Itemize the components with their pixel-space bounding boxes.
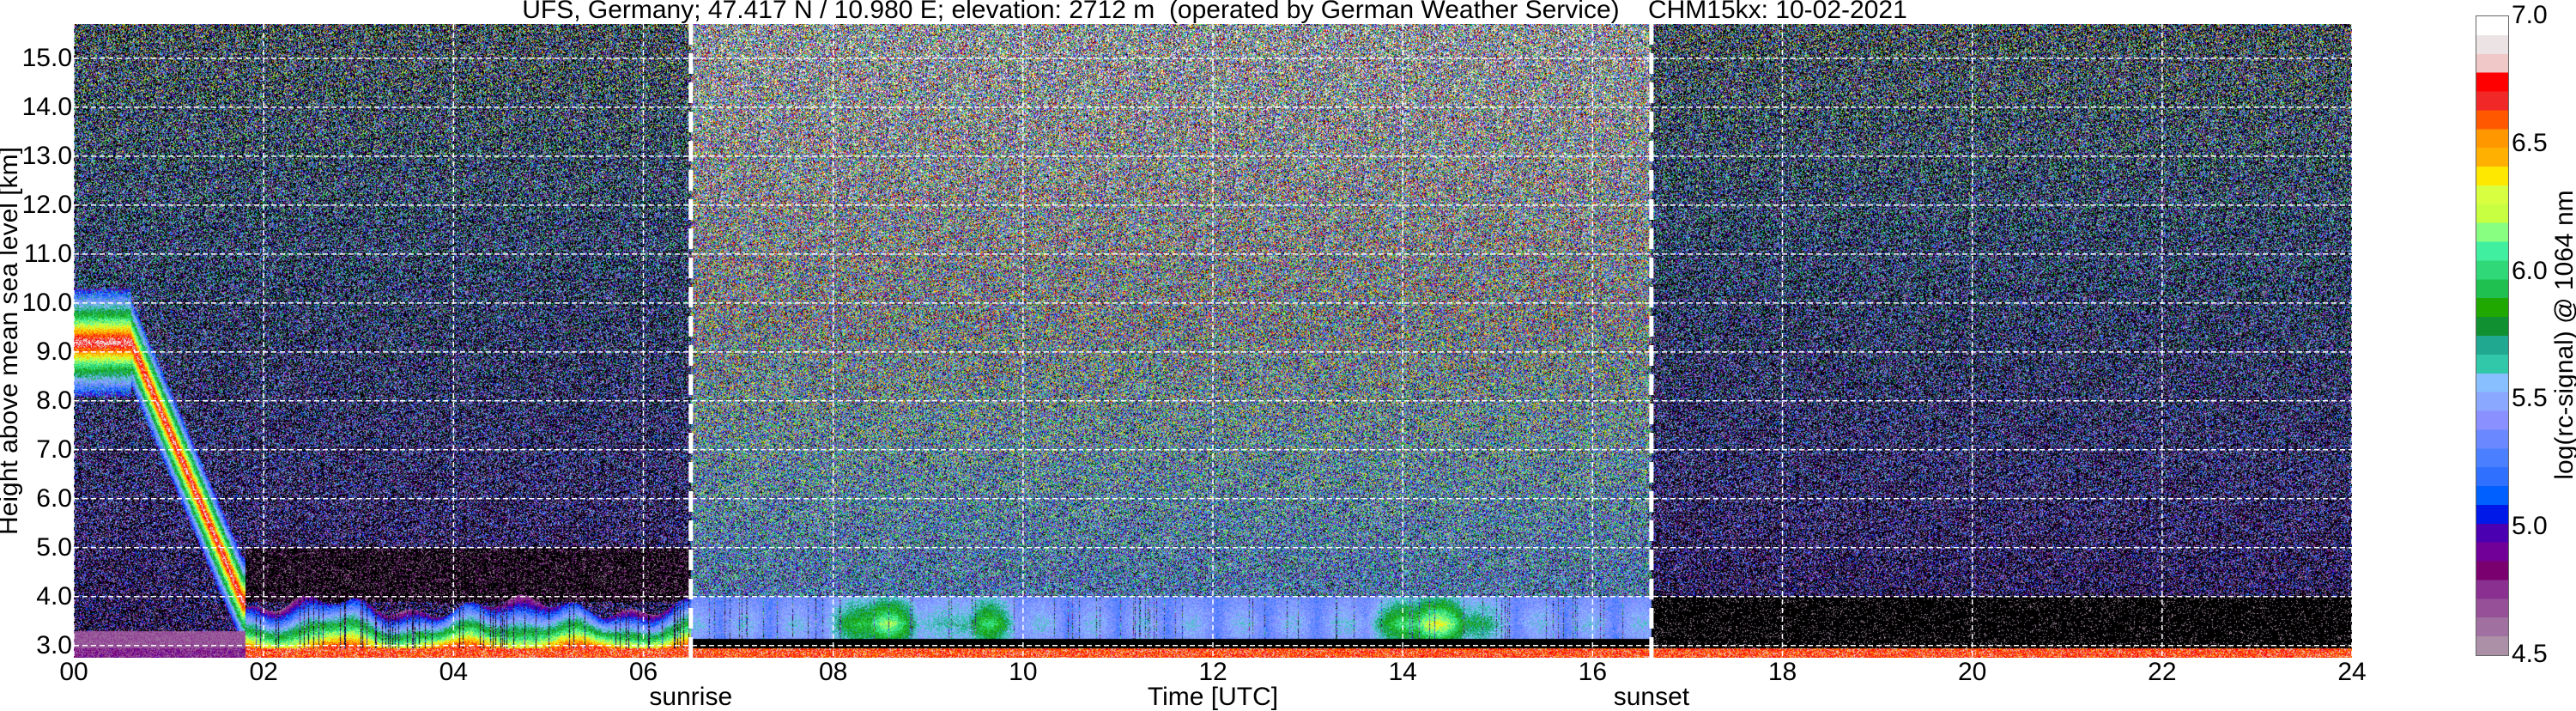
x-tick-label: 10 [1009, 658, 1038, 686]
colorbar [2476, 15, 2509, 656]
y-axis-label: Height above mean sea level [km] [0, 147, 23, 535]
grid-overlay [73, 24, 2353, 658]
x-tick-label: 16 [1578, 658, 1608, 686]
x-tick-label: 24 [2337, 658, 2367, 686]
x-tick-label: 02 [249, 658, 278, 686]
x-tick-label: 12 [1198, 658, 1227, 686]
y-tick-label: 8.0 [36, 386, 72, 415]
x-tick-label: 18 [1767, 658, 1797, 686]
x-tick-label: 20 [1957, 658, 1987, 686]
y-tick-label: 9.0 [36, 337, 72, 366]
y-tick-label: 13.0 [21, 141, 72, 170]
colorbar-tick-label: 5.0 [2512, 512, 2548, 541]
colorbar-tick-label: 4.5 [2512, 640, 2548, 668]
colorbar-tick-label: 6.0 [2512, 256, 2548, 285]
chart-title: UFS, Germany; 47.417 N / 10.980 E; eleva… [522, 0, 1907, 24]
y-tick-label: 3.0 [36, 630, 72, 659]
colorbar-tick-label: 5.5 [2512, 384, 2548, 413]
x-tick-label: 00 [59, 658, 88, 686]
sunrise-label: sunrise [649, 683, 733, 711]
sunset-label: sunset [1613, 683, 1690, 711]
colorbar-label: log(rc-signal) @ 1064 nm [2550, 190, 2576, 480]
y-tick-label: 4.0 [36, 581, 72, 611]
y-tick-label: 11.0 [23, 239, 72, 268]
plot-area [73, 24, 2353, 658]
x-axis-label: Time [UTC] [1147, 683, 1279, 711]
x-tick-label: 08 [818, 658, 848, 686]
colorbar-tick-label: 7.0 [2512, 1, 2548, 29]
y-tick-label: 14.0 [21, 92, 72, 121]
colorbar-tick-label: 6.5 [2512, 128, 2548, 157]
y-tick-label: 6.0 [36, 483, 72, 513]
x-tick-label: 14 [1388, 658, 1417, 686]
y-tick-label: 5.0 [36, 532, 72, 562]
y-tick-label: 10.0 [21, 288, 72, 317]
y-tick-label: 12.0 [21, 190, 72, 219]
x-tick-label: 04 [439, 658, 469, 686]
x-tick-label: 06 [628, 658, 658, 686]
y-tick-label: 7.0 [36, 434, 72, 464]
x-tick-label: 22 [2148, 658, 2177, 686]
y-tick-label: 15.0 [21, 43, 72, 72]
